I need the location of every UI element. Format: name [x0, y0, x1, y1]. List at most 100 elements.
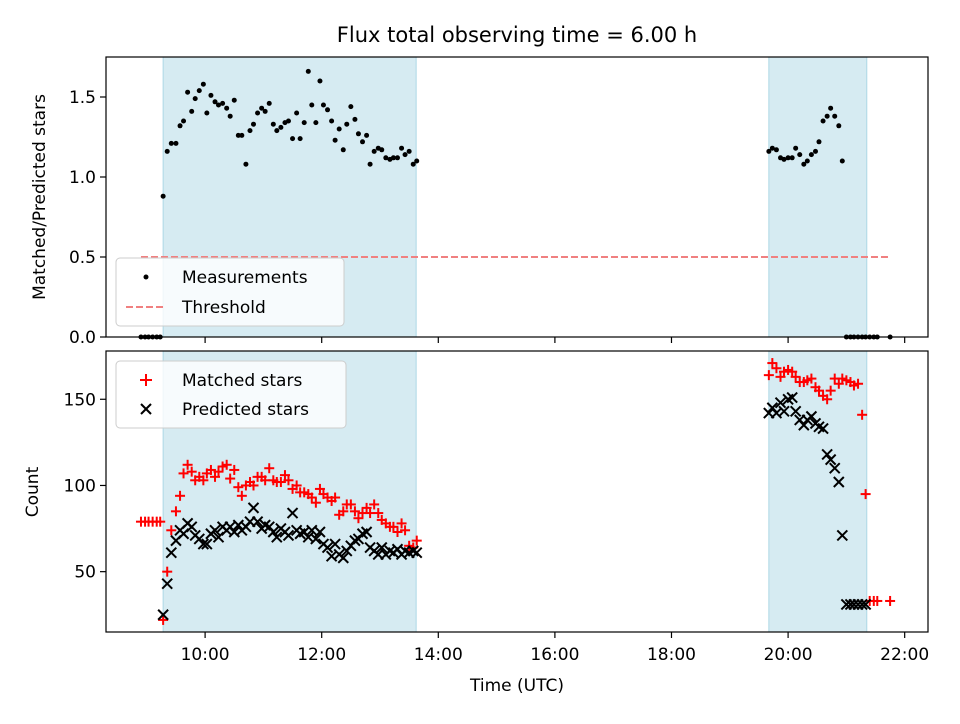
chart-title: Flux total observing time = 6.00 h [337, 23, 697, 47]
top-legend: Measurements Threshold [115, 257, 345, 327]
measurement-point [220, 100, 226, 106]
measurement-point [410, 161, 416, 167]
predicted-star-point [337, 552, 349, 564]
measurement-point [173, 140, 179, 146]
measurement-point [305, 68, 311, 74]
predicted-star-point [376, 541, 388, 554]
matched-star-point [236, 490, 247, 501]
measurement-point [832, 113, 838, 119]
measurement-point [227, 113, 233, 119]
predicted-star-point [836, 529, 849, 542]
predicted-star-stroke-b [267, 526, 280, 538]
matched-star-point [388, 521, 399, 532]
y-tick-label: 0.0 [69, 328, 96, 348]
matched-star-point [763, 370, 774, 381]
predicted-star-stroke-b [399, 545, 411, 557]
matched-star-point [330, 492, 341, 503]
bottom-x-ticks: 10:00 12:00 14:00 16:00 18:00 20:00 22:00 [181, 632, 929, 665]
measurement-point [816, 139, 822, 145]
predicted-star-point [310, 533, 322, 545]
predicted-star-point [817, 422, 829, 435]
matched-star-point [396, 518, 407, 529]
measurement-point [301, 120, 307, 126]
measurement-point [255, 110, 261, 116]
legend-predicted-label: Predicted stars [182, 400, 309, 420]
predicted-star-stroke-b [384, 545, 396, 557]
measurement-point [364, 132, 370, 138]
matched-star-point [210, 471, 221, 482]
predicted-star-stroke-b [228, 526, 240, 538]
predicted-star-stroke-b [805, 410, 818, 423]
predicted-star-point [165, 546, 178, 559]
predicted-star-point [786, 391, 798, 404]
x-tick-label: 14:00 [414, 645, 463, 665]
measurement-point [812, 148, 818, 154]
measurement-point [839, 158, 845, 164]
measurement-point [274, 128, 280, 134]
count-series [135, 358, 896, 625]
measurement-point [773, 147, 779, 153]
y-tick-label: 150 [64, 390, 96, 410]
matched-star-point [178, 468, 189, 479]
measurement-point [383, 155, 389, 161]
matched-star-point [205, 464, 216, 475]
measurement-point [836, 123, 842, 129]
predicted-star-stroke-b [197, 538, 210, 550]
matched-star-point [306, 492, 317, 503]
measurement-point [360, 139, 366, 145]
measurement-point [235, 132, 241, 138]
measurement-point [216, 102, 222, 108]
count-panel: 50 100 150 10:00 12:00 14:00 16:00 18:00 20:00 2… [23, 350, 929, 696]
predicted-star-stroke-b [786, 391, 798, 404]
predicted-star-point [282, 529, 295, 542]
measurement-point [294, 110, 300, 116]
matched-star-point [349, 506, 360, 517]
measurement-point [313, 120, 319, 126]
measurement-point [247, 128, 253, 134]
matched-star-point [400, 525, 411, 536]
predicted-star-stroke-b [859, 598, 872, 611]
predicted-star-stroke-b [329, 538, 341, 550]
legend-measurements-label: Measurements [182, 268, 308, 288]
predicted-star-point [829, 462, 841, 474]
y-tick-label: 1.0 [69, 168, 96, 188]
matched-star-point [853, 378, 864, 389]
measurement-point [250, 121, 256, 127]
measurement-point [189, 108, 195, 114]
measurement-point [785, 155, 791, 161]
matched-star-point [369, 499, 380, 510]
measurement-point [332, 137, 338, 143]
measurement-point [224, 105, 230, 111]
predicted-star-point [321, 541, 334, 554]
matched-star-point [229, 464, 240, 475]
matched-star-point [225, 473, 236, 484]
predicted-star-stroke-b [817, 422, 829, 435]
predicted-star-point [201, 538, 213, 550]
measurement-point [185, 89, 191, 95]
matched-star-point [338, 506, 349, 517]
x-tick-label: 12:00 [297, 645, 346, 665]
measurement-point [352, 116, 358, 122]
matched-star-point [182, 459, 193, 470]
measurement-point [801, 161, 807, 167]
predicted-star-stroke-b [314, 526, 326, 538]
measurement-point [781, 156, 787, 162]
measurement-point [297, 136, 303, 142]
measurement-point [239, 132, 245, 138]
predicted-star-stroke-b [282, 529, 295, 542]
measurement-point [367, 161, 373, 167]
measurement-point [231, 97, 237, 103]
predicted-star-point [185, 521, 198, 533]
x-axis-label: Time (UTC) [469, 676, 564, 696]
y-tick-label: 0.5 [69, 248, 96, 268]
measurement-point [266, 100, 272, 106]
measurement-point [212, 99, 218, 105]
measurement-point [399, 145, 405, 151]
measurement-point [348, 104, 354, 110]
measurement-point [390, 155, 396, 161]
y-tick-label: 50 [74, 563, 96, 583]
matched-star-point [170, 506, 181, 517]
predicted-star-stroke-b [247, 502, 260, 514]
legend-matched-label: Matched stars [182, 371, 302, 391]
bottom-legend: Matched stars Predicted stars [115, 360, 347, 429]
